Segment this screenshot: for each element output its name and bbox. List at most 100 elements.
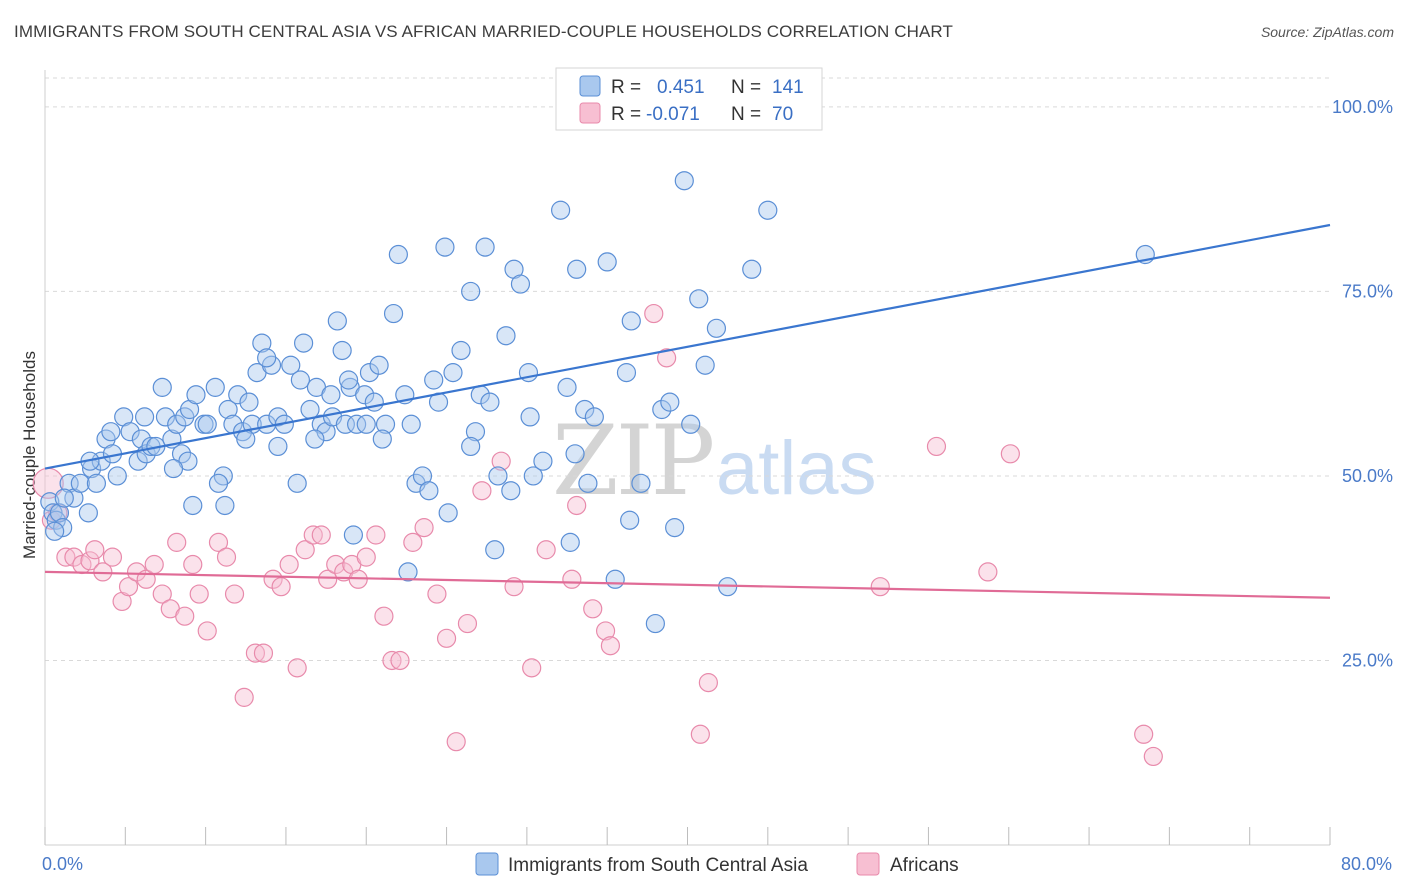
point-africans-19 [183,554,203,575]
point-south-central-asia-79 [461,281,481,302]
point-africans-23 [216,547,237,567]
trendlines [44,223,1331,599]
point-south-central-asia-114 [356,414,376,434]
point-africans-65 [870,577,890,597]
point-africans-58 [583,599,603,619]
point-south-central-asia-5 [59,473,79,493]
point-south-central-asia-25 [167,414,187,434]
point-africans-12 [126,562,147,582]
legend-r-label-2: R = [611,104,641,125]
point-africans-51 [472,481,492,501]
point-africans-40 [356,547,376,567]
point-africans-61 [644,303,664,324]
point-africans-25 [234,687,254,707]
point-south-central-asia-121 [305,429,325,449]
point-south-central-asia-7 [70,473,90,493]
point-africans-60 [600,636,621,656]
point-south-central-asia-83 [480,392,500,412]
point-africans-43 [382,650,402,671]
legend-n-label-2: N = [731,104,761,125]
point-south-central-asia-72 [419,481,439,501]
point-south-central-asia-90 [533,451,553,471]
point-south-central-asia-66 [383,303,404,324]
point-africans-63 [690,724,710,744]
legend-n-value-1: 141 [772,77,804,98]
point-africans-46 [414,518,434,538]
point-africans-32 [295,540,315,560]
point-south-central-asia-49 [290,370,310,390]
point-africans-49 [446,732,466,752]
y-axis-label: Married-couple Households [20,351,39,559]
point-south-central-asia-22 [152,377,172,397]
series-legend: Immigrants from South Central Asia Afric… [475,852,959,876]
point-south-central-asia-112 [501,481,521,501]
point-africans-20 [189,584,209,604]
point-africans-66 [926,436,947,457]
point-south-central-asia-85 [496,326,516,346]
point-south-central-asia-92 [557,377,577,397]
point-africans-54 [522,658,542,678]
point-south-central-asia-56 [327,311,347,331]
point-south-central-asia-42 [252,333,272,353]
point-south-central-asia-138 [54,488,74,508]
point-south-central-asia-75 [435,237,455,257]
point-africans-17 [167,532,187,552]
point-africans-48 [436,628,457,648]
point-south-central-asia-17 [128,451,148,471]
point-south-central-asia-105 [689,289,709,309]
point-south-central-asia-14 [107,466,127,486]
point-south-central-asia-124 [398,562,418,582]
point-south-central-asia-3 [49,503,70,523]
point-africans-29 [271,577,291,597]
point-africans-22 [208,532,229,552]
point-africans-9 [102,547,123,567]
gridlines [45,77,1330,661]
point-africans-15 [152,584,172,604]
stats-legend: R = 0.451 N = 141 R = -0.071 N = 70 [555,67,823,131]
point-south-central-asia-125 [485,540,505,560]
point-south-central-asia-51 [300,399,320,420]
point-south-central-asia-60 [347,414,367,434]
point-south-central-asia-57 [332,340,352,361]
point-south-central-asia-122 [321,385,341,405]
point-south-central-asia-45 [268,407,288,427]
point-south-central-asia-102 [665,518,685,538]
point-south-central-asia-106 [706,318,727,338]
legend-r-value-1: 0.451 [657,77,705,98]
point-south-central-asia-140 [257,348,277,368]
y-tick-label-25: 25.0% [1342,650,1393,670]
point-south-central-asia-78 [451,340,471,361]
africans-points [32,303,1163,767]
y-tick-label-50: 50.0% [1342,466,1393,486]
point-south-central-asia-10 [86,473,107,493]
point-south-central-asia-118 [183,495,203,516]
point-south-central-asia-113 [520,407,540,427]
trendline-africans [44,570,1331,599]
point-south-central-asia-98 [621,311,641,331]
point-south-central-asia-64 [369,355,389,375]
point-south-central-asia-33 [205,377,225,397]
point-africans-42 [374,606,394,626]
point-south-central-asia-103 [674,171,694,191]
point-south-central-asia-100 [652,399,672,420]
point-south-central-asia-109 [742,259,762,279]
point-africans-14 [144,554,164,575]
point-south-central-asia-77 [443,363,463,383]
point-africans-3 [56,547,76,567]
point-africans-11 [118,577,139,597]
point-south-central-asia-115 [372,429,392,449]
point-south-central-asia-91 [551,200,571,220]
point-south-central-asia-32 [197,414,217,434]
point-africans-67 [978,562,998,582]
legend-n-value-2: 70 [772,104,793,125]
point-south-central-asia-76 [438,503,458,523]
point-south-central-asia-89 [523,466,543,486]
point-south-central-asia-119 [163,458,184,479]
chart-title: IMMIGRANTS FROM SOUTH CENTRAL ASIA VS AF… [14,22,953,41]
point-africans-52 [491,451,511,471]
point-south-central-asia-94 [575,399,595,420]
point-africans-4 [64,547,84,567]
point-africans-70 [1143,746,1163,767]
point-south-central-asia-93 [567,259,587,279]
